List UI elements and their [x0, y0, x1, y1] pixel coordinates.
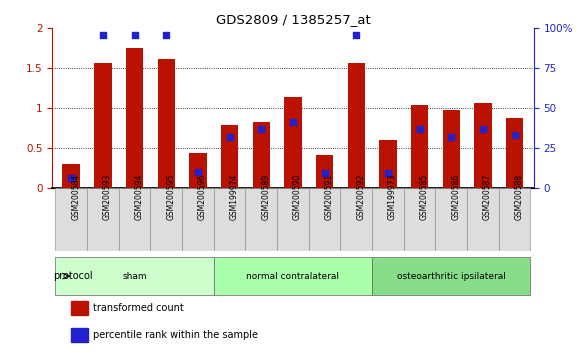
FancyBboxPatch shape — [436, 188, 467, 251]
Text: GSM200586: GSM200586 — [451, 174, 461, 220]
Bar — [189, 153, 206, 188]
FancyBboxPatch shape — [277, 188, 309, 251]
Point — [67, 175, 76, 181]
Bar — [94, 63, 111, 188]
Point — [447, 134, 456, 139]
Point — [225, 134, 234, 139]
FancyBboxPatch shape — [213, 188, 245, 251]
Bar — [474, 103, 492, 188]
FancyBboxPatch shape — [55, 188, 87, 251]
FancyBboxPatch shape — [182, 188, 213, 251]
FancyBboxPatch shape — [372, 257, 531, 295]
Bar — [63, 164, 80, 188]
Text: percentile rank within the sample: percentile rank within the sample — [93, 330, 258, 339]
FancyBboxPatch shape — [87, 188, 119, 251]
Text: GSM200595: GSM200595 — [166, 174, 175, 221]
Bar — [411, 105, 428, 188]
FancyBboxPatch shape — [372, 188, 404, 251]
Text: GSM200584: GSM200584 — [71, 174, 80, 220]
Text: sham: sham — [122, 272, 147, 281]
Text: GSM200588: GSM200588 — [514, 174, 524, 220]
Text: transformed count: transformed count — [93, 303, 184, 313]
Point — [383, 171, 393, 176]
FancyBboxPatch shape — [499, 188, 531, 251]
Point — [256, 126, 266, 132]
Point — [288, 120, 298, 125]
Bar — [158, 59, 175, 188]
Text: GSM200591: GSM200591 — [325, 174, 333, 220]
Text: GSM200585: GSM200585 — [419, 174, 429, 220]
Text: normal contralateral: normal contralateral — [246, 272, 339, 281]
Point — [162, 32, 171, 38]
Text: osteoarthritic ipsilateral: osteoarthritic ipsilateral — [397, 272, 506, 281]
Point — [510, 132, 519, 138]
FancyBboxPatch shape — [55, 257, 213, 295]
Text: GSM200592: GSM200592 — [356, 174, 365, 220]
Text: protocol: protocol — [53, 271, 92, 281]
Title: GDS2809 / 1385257_at: GDS2809 / 1385257_at — [216, 13, 370, 26]
Text: GSM200593: GSM200593 — [103, 174, 112, 221]
Text: GSM199974: GSM199974 — [230, 174, 238, 221]
FancyBboxPatch shape — [245, 188, 277, 251]
Point — [98, 32, 107, 38]
Text: GSM200594: GSM200594 — [135, 174, 143, 221]
Bar — [126, 48, 143, 188]
Text: GSM200587: GSM200587 — [483, 174, 492, 220]
Point — [193, 169, 202, 175]
Bar — [347, 63, 365, 188]
FancyBboxPatch shape — [467, 188, 499, 251]
Point — [415, 126, 424, 132]
Bar — [443, 110, 460, 188]
FancyBboxPatch shape — [309, 188, 340, 251]
Point — [351, 32, 361, 38]
Bar — [252, 121, 270, 188]
Point — [478, 126, 488, 132]
Point — [130, 32, 139, 38]
Bar — [379, 140, 397, 188]
Text: GSM200589: GSM200589 — [261, 174, 270, 220]
Bar — [71, 328, 88, 342]
FancyBboxPatch shape — [150, 188, 182, 251]
Text: GSM200590: GSM200590 — [293, 174, 302, 221]
Bar — [71, 301, 88, 315]
FancyBboxPatch shape — [119, 188, 150, 251]
Bar — [316, 155, 334, 188]
FancyBboxPatch shape — [404, 188, 436, 251]
FancyBboxPatch shape — [340, 188, 372, 251]
Text: GSM200596: GSM200596 — [198, 174, 207, 221]
Bar — [506, 118, 523, 188]
Bar — [221, 125, 238, 188]
Bar — [284, 97, 302, 188]
Point — [320, 171, 329, 176]
Text: GSM199973: GSM199973 — [388, 174, 397, 221]
FancyBboxPatch shape — [213, 257, 372, 295]
